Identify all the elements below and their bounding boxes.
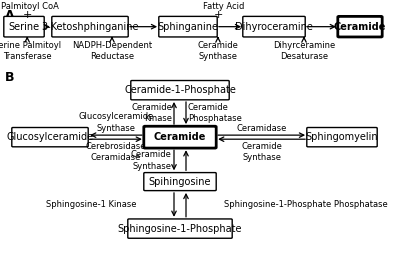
Text: B: B [5, 71, 14, 84]
FancyBboxPatch shape [144, 173, 216, 190]
Text: Fatty Acid: Fatty Acid [203, 2, 245, 11]
Text: Cerebrosidase
Ceramidase: Cerebrosidase Ceramidase [86, 142, 146, 162]
Text: A: A [5, 9, 14, 22]
Text: Ceramide
Synthase: Ceramide Synthase [198, 41, 238, 61]
FancyBboxPatch shape [144, 126, 216, 148]
FancyBboxPatch shape [159, 16, 217, 37]
Text: Ceramide
Synthase: Ceramide Synthase [241, 142, 282, 162]
Text: Palmitoyl CoA: Palmitoyl CoA [1, 2, 59, 11]
FancyBboxPatch shape [131, 81, 229, 100]
Text: Sphingosine-1-Phosphate Phosphatase: Sphingosine-1-Phosphate Phosphatase [224, 200, 388, 209]
Text: Glucosylceramide
Synthase: Glucosylceramide Synthase [78, 113, 154, 133]
Text: Sphingosine-1-Phosphate: Sphingosine-1-Phosphate [118, 224, 242, 234]
Text: Ceramide-1-Phosphate: Ceramide-1-Phosphate [124, 85, 236, 95]
Text: Ceramide
Kinase: Ceramide Kinase [131, 103, 172, 123]
Text: Ceramide: Ceramide [154, 132, 206, 142]
Text: 3-Ketoshphinganine: 3-Ketoshphinganine [41, 22, 139, 32]
Text: Sphinganine: Sphinganine [158, 22, 218, 32]
FancyBboxPatch shape [4, 16, 44, 37]
Text: Serine Palmitoyl
Transferase: Serine Palmitoyl Transferase [0, 41, 61, 61]
Text: Dihyroceramine: Dihyroceramine [235, 22, 313, 32]
Text: +: + [213, 10, 223, 20]
Text: Spihingosine: Spihingosine [149, 177, 211, 187]
Text: Sphingosine-1 Kinase: Sphingosine-1 Kinase [46, 200, 136, 209]
Text: Ceramide
Phosphatase: Ceramide Phosphatase [188, 103, 242, 123]
FancyBboxPatch shape [52, 16, 128, 37]
Text: +: + [22, 10, 32, 20]
FancyBboxPatch shape [338, 16, 382, 37]
FancyBboxPatch shape [243, 16, 305, 37]
FancyBboxPatch shape [128, 219, 232, 238]
Text: Glucosylceramide: Glucosylceramide [6, 132, 94, 142]
FancyBboxPatch shape [12, 128, 88, 147]
Text: Ceramidase: Ceramidase [236, 124, 287, 133]
FancyBboxPatch shape [307, 128, 377, 147]
Text: Ceramide: Ceramide [334, 22, 386, 32]
Text: Dihyrceramine
Desaturase: Dihyrceramine Desaturase [273, 41, 335, 61]
Text: Ceramide
Synthase: Ceramide Synthase [130, 150, 171, 171]
Text: Serine: Serine [8, 22, 40, 32]
Text: NADPH-Dependent
Reductase: NADPH-Dependent Reductase [72, 41, 152, 61]
Text: Sphingomyelin: Sphingomyelin [306, 132, 378, 142]
